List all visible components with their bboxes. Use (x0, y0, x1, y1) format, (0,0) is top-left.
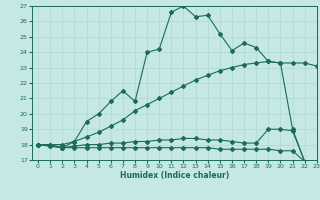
X-axis label: Humidex (Indice chaleur): Humidex (Indice chaleur) (120, 171, 229, 180)
